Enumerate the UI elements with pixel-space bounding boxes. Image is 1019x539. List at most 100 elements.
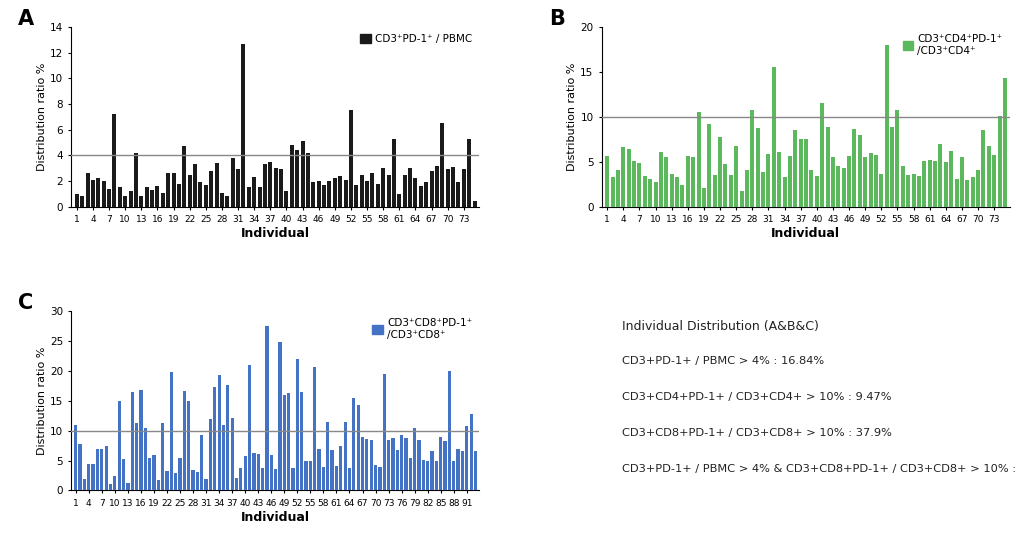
Bar (857, 135, 861, 206)
Bar (220, 192, 224, 206)
Bar (440, 123, 444, 206)
Bar (985, 147, 989, 206)
Bar (140, 196, 143, 206)
Bar (706, 124, 710, 206)
Bar (284, 191, 288, 206)
Bar (626, 149, 630, 206)
Bar (632, 161, 636, 206)
Bar (199, 182, 202, 206)
Bar (278, 342, 281, 490)
Bar (701, 188, 705, 206)
Bar (81, 196, 85, 206)
Bar (171, 173, 175, 206)
Bar (242, 44, 246, 206)
Bar (895, 109, 899, 206)
Bar (386, 175, 390, 206)
Bar (447, 371, 450, 490)
Bar (798, 139, 802, 206)
Bar (279, 169, 283, 206)
Bar (294, 150, 299, 206)
Bar (321, 467, 325, 490)
Bar (771, 67, 775, 206)
Bar (417, 440, 420, 490)
Bar (461, 451, 464, 490)
Bar (846, 156, 850, 206)
Bar (403, 175, 407, 206)
Bar (257, 188, 261, 206)
Bar (269, 454, 273, 490)
Bar (96, 448, 99, 490)
Bar (1002, 78, 1006, 206)
Bar (122, 459, 125, 490)
Bar (169, 372, 173, 490)
Bar (959, 157, 963, 206)
Bar (793, 130, 797, 206)
Bar (74, 425, 77, 490)
Bar (178, 458, 181, 490)
Bar (316, 181, 320, 206)
Text: Individual Distribution (A&B&C): Individual Distribution (A&B&C) (622, 320, 818, 333)
Bar (273, 168, 277, 206)
Bar (86, 173, 90, 206)
Bar (429, 171, 433, 206)
Text: CD3+CD4+PD-1+ / CD3+CD4+ > 10% : 9.47%: CD3+CD4+PD-1+ / CD3+CD4+ > 10% : 9.47% (622, 392, 891, 402)
Bar (604, 156, 608, 206)
Bar (787, 156, 791, 206)
Bar (268, 162, 272, 206)
Bar (457, 448, 460, 490)
Bar (949, 151, 953, 206)
Bar (462, 169, 466, 206)
Bar (658, 152, 662, 206)
Bar (841, 168, 845, 206)
Bar (96, 178, 100, 206)
Bar (174, 473, 177, 490)
Bar (434, 165, 438, 206)
Bar (311, 182, 315, 206)
Bar (391, 438, 394, 490)
Bar (354, 185, 358, 206)
Bar (755, 128, 759, 206)
Bar (338, 176, 341, 206)
Bar (230, 418, 233, 490)
Bar (107, 189, 111, 206)
Bar (916, 176, 920, 206)
Bar (391, 139, 395, 206)
Bar (653, 182, 657, 206)
Bar (135, 424, 138, 490)
Bar (247, 188, 251, 206)
Bar (467, 139, 471, 206)
Text: C: C (18, 293, 34, 313)
Bar (296, 359, 299, 490)
Bar (182, 146, 186, 206)
Bar (943, 162, 947, 206)
Bar (155, 186, 159, 206)
Bar (186, 401, 191, 490)
Bar (734, 147, 738, 206)
Bar (165, 471, 168, 490)
X-axis label: Individual: Individual (240, 227, 310, 240)
Text: CD3+CD8+PD-1+ / CD3+CD8+ > 10% : 37.9%: CD3+CD8+PD-1+ / CD3+CD8+ > 10% : 37.9% (622, 427, 892, 438)
Bar (182, 391, 185, 490)
Bar (230, 158, 234, 206)
Bar (348, 110, 353, 206)
Bar (474, 451, 477, 490)
Bar (282, 395, 285, 490)
Bar (133, 153, 138, 206)
Bar (161, 192, 165, 206)
Bar (878, 174, 882, 206)
Bar (196, 472, 199, 490)
Bar (200, 435, 203, 490)
Bar (862, 157, 866, 206)
Bar (87, 464, 91, 490)
Bar (685, 156, 689, 206)
Bar (852, 129, 856, 206)
Bar (221, 425, 225, 490)
Bar (680, 185, 684, 206)
Bar (997, 116, 1001, 206)
Bar (744, 170, 748, 206)
Bar (352, 398, 355, 490)
Bar (381, 168, 385, 206)
Bar (104, 446, 108, 490)
Bar (803, 139, 807, 206)
Bar (905, 175, 909, 206)
